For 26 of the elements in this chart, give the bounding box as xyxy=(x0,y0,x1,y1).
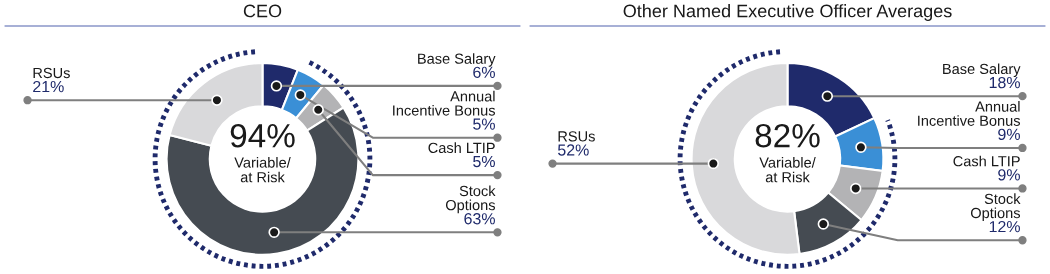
chart-title: Other Named Executive Officer Averages xyxy=(623,4,952,21)
slice-label: Annual Incentive Bonus xyxy=(918,101,1021,126)
text: Variable/ at Risk xyxy=(234,157,291,183)
data-label: 52% xyxy=(557,144,589,156)
slice-label: Annual Incentive Bonus xyxy=(393,90,496,116)
slice-label: Stock Options xyxy=(445,185,496,214)
data-label: 5% xyxy=(473,155,495,168)
data-label: 63% xyxy=(464,213,495,225)
slice-label: Stock Options xyxy=(970,193,1021,222)
slice-label: Cash LTIP xyxy=(428,142,495,154)
text: 94% xyxy=(230,123,295,148)
slice-label: Base Salary xyxy=(418,53,496,67)
text: Variable/ at Risk xyxy=(759,157,816,183)
text: 82% xyxy=(755,123,820,148)
slice-label: RSUs xyxy=(33,67,70,79)
data-label: 21% xyxy=(33,80,64,93)
data-label: 6% xyxy=(473,66,495,78)
data-label: 9% xyxy=(998,169,1020,181)
data-label: 9% xyxy=(998,128,1020,140)
slice-label: Cash LTIP xyxy=(953,155,1020,167)
data-label: 5% xyxy=(473,118,495,130)
data-label: 12% xyxy=(989,220,1020,233)
data-label: 18% xyxy=(989,76,1020,89)
slice-label: RSUs xyxy=(558,131,595,142)
slice-label: Base Salary xyxy=(943,63,1021,77)
chart-title: CEO xyxy=(243,4,282,18)
